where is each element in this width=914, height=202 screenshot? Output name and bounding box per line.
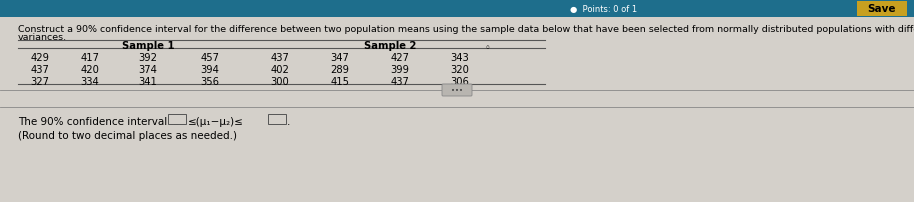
Text: 457: 457 (200, 53, 219, 63)
Text: variances.: variances. (18, 33, 67, 42)
FancyBboxPatch shape (442, 85, 472, 97)
Text: .: . (287, 116, 291, 126)
Text: 437: 437 (271, 53, 290, 63)
Text: 289: 289 (331, 65, 349, 75)
Text: 306: 306 (451, 77, 470, 87)
Text: 417: 417 (80, 53, 100, 63)
Text: 300: 300 (271, 77, 290, 87)
Text: 399: 399 (390, 65, 409, 75)
Text: 320: 320 (451, 65, 470, 75)
Text: 374: 374 (139, 65, 157, 75)
Text: 420: 420 (80, 65, 100, 75)
Text: 327: 327 (30, 77, 49, 87)
Text: 415: 415 (331, 77, 349, 87)
Text: 343: 343 (451, 53, 470, 63)
Text: The 90% confidence interval is: The 90% confidence interval is (18, 116, 182, 126)
Text: 334: 334 (80, 77, 100, 87)
Text: 394: 394 (200, 65, 219, 75)
Text: 429: 429 (30, 53, 49, 63)
Text: 341: 341 (139, 77, 157, 87)
Text: Sample 2: Sample 2 (364, 41, 416, 51)
Text: Construct a 90% confidence interval for the difference between two population me: Construct a 90% confidence interval for … (18, 25, 914, 34)
Bar (168, 115, 186, 124)
Text: 402: 402 (271, 65, 290, 75)
Text: Save: Save (867, 4, 897, 14)
Bar (0, 0, 914, 18)
Bar (268, 115, 286, 124)
Text: Sample 1: Sample 1 (122, 41, 175, 51)
Text: 392: 392 (139, 53, 157, 63)
Text: 427: 427 (390, 53, 409, 63)
Text: 437: 437 (390, 77, 409, 87)
Text: 437: 437 (30, 65, 49, 75)
Text: ●  Points: 0 of 1: ● Points: 0 of 1 (570, 5, 637, 14)
Text: 356: 356 (200, 77, 219, 87)
Text: 347: 347 (331, 53, 349, 63)
Text: •••: ••• (451, 87, 463, 94)
Text: ≤(μ₁−μ₂)≤: ≤(μ₁−μ₂)≤ (188, 116, 244, 126)
Text: (Round to two decimal places as needed.): (Round to two decimal places as needed.) (18, 130, 237, 140)
FancyBboxPatch shape (857, 2, 907, 17)
Text: ◦: ◦ (485, 43, 491, 53)
